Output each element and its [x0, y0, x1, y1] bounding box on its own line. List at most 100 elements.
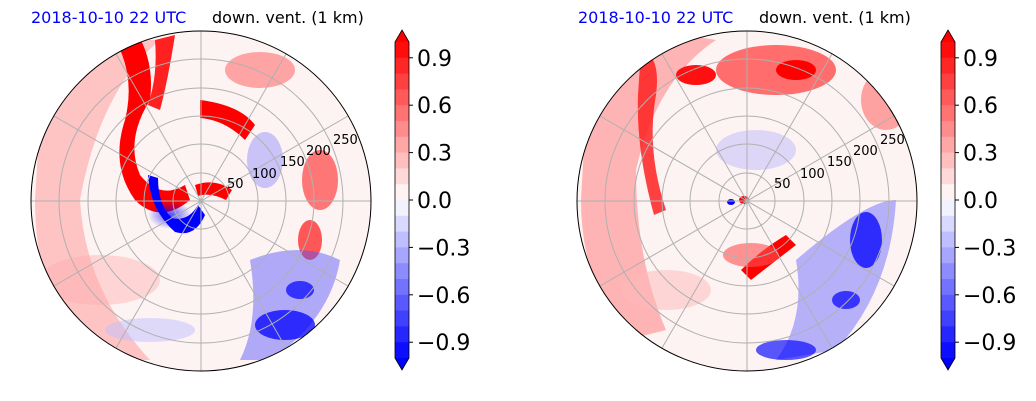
colorbar-segment	[395, 200, 409, 217]
colorbar-segment	[941, 152, 955, 169]
field-patch	[118, 31, 190, 213]
colorbar-segment	[395, 263, 409, 280]
colorbar-segment	[941, 279, 955, 296]
colorbar-segment	[941, 215, 955, 233]
colorbar-right: 0.9 0.6 0.3 0.0 −0.3 −0.6 −0.9	[940, 29, 1016, 371]
colorbar-tick-label: 0.9	[963, 47, 998, 72]
colorbar-tick-label: −0.6	[417, 284, 470, 309]
field-patch	[298, 220, 322, 260]
field-patch	[255, 310, 315, 340]
colorbar-extend-high	[941, 30, 955, 42]
radial-tick-250: 250	[880, 133, 905, 148]
field-patch	[723, 243, 779, 267]
colorbar-segment	[941, 184, 955, 201]
colorbar-segment	[395, 310, 409, 327]
field-patch	[850, 212, 882, 268]
colorbar-tick-label: −0.3	[963, 236, 1016, 261]
colorbar-tick-label: −0.3	[417, 236, 470, 261]
colorbar-segment	[941, 136, 955, 154]
polar-plot-right: 50 100 150 200 250	[576, 30, 918, 372]
colorbar-tick-label: 0.3	[417, 142, 452, 167]
field-patch	[727, 199, 735, 205]
colorbar-segment	[395, 326, 409, 343]
panel-right-svg: 2018-10-10 22 UTC down. vent. (1 km)	[576, 8, 1016, 372]
colorbar-segment	[941, 310, 955, 327]
colorbar-segment	[941, 42, 955, 59]
colorbar-tick-label: −0.9	[417, 331, 470, 356]
colorbar-segment	[395, 294, 409, 312]
colorbar-segment	[395, 215, 409, 233]
polar-grid-left	[31, 31, 371, 371]
radial-tick-250: 250	[333, 133, 358, 148]
field-patch	[105, 318, 195, 342]
title-left-variable: down. vent. (1 km)	[212, 8, 364, 27]
colorbar-segment	[395, 231, 409, 248]
colorbar-segment	[941, 105, 955, 122]
field-patch	[286, 281, 314, 299]
field-patch	[40, 255, 160, 305]
colorbar-segment	[395, 184, 409, 201]
field-patch	[225, 52, 295, 88]
colorbar-segment	[941, 231, 955, 248]
colorbar-segment	[395, 279, 409, 296]
field-patch	[637, 50, 666, 215]
field-patch	[195, 182, 232, 200]
panel-left: 2018-10-10 22 UTC down. vent. (1 km)	[30, 8, 470, 372]
colorbar-segment	[941, 168, 955, 185]
colorbar-segment	[941, 342, 955, 359]
colorbar-segment	[941, 326, 955, 343]
colorbar-segment	[941, 263, 955, 280]
colorbar-segment	[941, 121, 955, 138]
colorbar-segment	[395, 152, 409, 169]
field-patch	[676, 65, 716, 85]
radial-tick-150: 150	[827, 155, 852, 170]
radial-tick-100: 100	[800, 167, 825, 182]
field-patch	[148, 201, 192, 229]
colorbar-segment	[395, 136, 409, 154]
colorbar-tick-label: −0.9	[963, 331, 1016, 356]
colorbar-left: 0.9 0.6 0.3 0.0 −0.3 −0.6 −0.9	[394, 29, 470, 371]
colorbar-segment	[941, 200, 955, 217]
title-right-date: 2018-10-10 22 UTC	[578, 8, 733, 27]
colorbar-segment	[395, 89, 409, 106]
colorbar-tick-label: 0.3	[963, 142, 998, 167]
colorbar-segment	[395, 105, 409, 122]
colorbar-tick-label: 0.0	[417, 189, 452, 214]
colorbar-segment	[395, 342, 409, 359]
polar-grid-right	[577, 31, 917, 371]
field-patch	[832, 291, 860, 309]
field-patch	[716, 130, 796, 170]
colorbar-extend-low	[395, 358, 409, 370]
polar-plot-left: 50 100 150 200 250	[30, 30, 372, 372]
colorbar-segment	[395, 42, 409, 59]
radial-ticks-left: 50 100 150 200 250	[227, 133, 358, 192]
colorbar-outline	[940, 29, 956, 371]
colorbar-segment	[395, 121, 409, 138]
colorbar-tick-label: 0.0	[963, 189, 998, 214]
panel-left-svg: 2018-10-10 22 UTC down. vent. (1 km)	[30, 8, 470, 372]
colorbar-tick-label: 0.6	[963, 94, 998, 119]
field-patch	[302, 150, 338, 210]
radial-ticks-right: 50 100 150 200 250	[774, 133, 905, 192]
field-left	[35, 31, 340, 360]
colorbar-extend-high	[395, 30, 409, 42]
radial-tick-150: 150	[280, 155, 305, 170]
colorbar-segment	[395, 57, 409, 75]
radial-tick-50: 50	[227, 177, 244, 192]
colorbar-segment	[941, 247, 955, 264]
colorbar-segment	[395, 247, 409, 264]
field-patch	[247, 132, 283, 188]
title-left-date: 2018-10-10 22 UTC	[31, 8, 186, 27]
radial-tick-200: 200	[306, 144, 331, 159]
polar-frame-right	[576, 30, 918, 372]
title-right-variable: down. vent. (1 km)	[759, 8, 911, 27]
colorbar-segment	[395, 73, 409, 90]
colorbar-segment	[941, 294, 955, 312]
colorbar-tick-label: −0.6	[963, 284, 1016, 309]
polar-frame-left	[30, 30, 372, 372]
field-patch	[148, 35, 175, 110]
colorbar-segment	[941, 73, 955, 90]
field-patch	[776, 60, 816, 80]
radial-tick-50: 50	[774, 177, 791, 192]
colorbar-tick-label: 0.9	[417, 47, 452, 72]
